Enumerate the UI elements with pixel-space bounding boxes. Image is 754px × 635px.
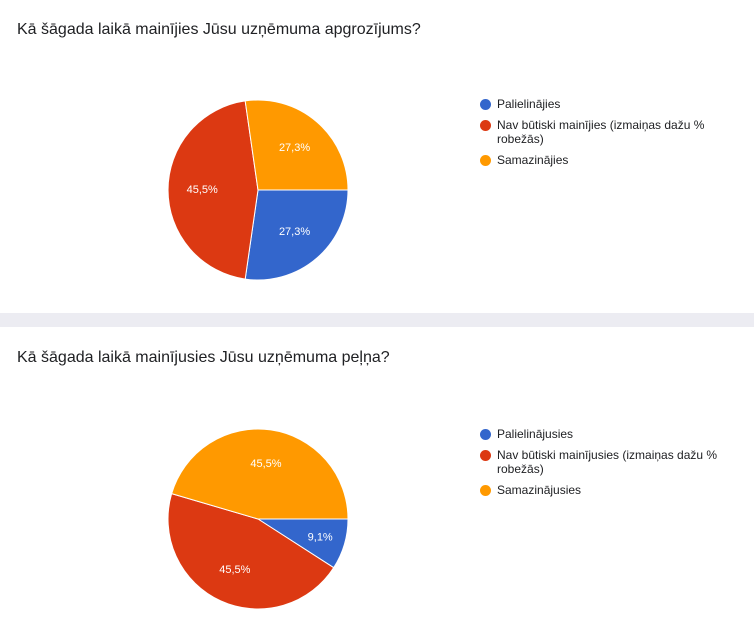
legend-swatch (480, 429, 491, 440)
legend: Palielinājusies Nav būtiski mainījusies … (480, 427, 720, 504)
legend-item-increased[interactable]: Palielinājies (480, 97, 720, 111)
slice-value-label: 27,3% (279, 226, 310, 238)
pie-slice-3[interactable] (244, 99, 349, 191)
slice-value-label: 45,5% (250, 458, 281, 470)
legend-swatch (480, 155, 491, 166)
legend-swatch (480, 99, 491, 110)
pie-chart-profit: 9,1% 45,5% 45,5% (167, 428, 349, 610)
question-title: Kā šāgada laikā mainījies Jūsu uzņēmuma … (17, 21, 421, 38)
legend-item-unchanged[interactable]: Nav būtiski mainījusies (izmaiņas dažu %… (480, 448, 720, 476)
question-card-turnover: Kā šāgada laikā mainījies Jūsu uzņēmuma … (0, 0, 754, 313)
legend-label: Palielinājusies (497, 427, 574, 441)
pie-slice-2[interactable] (167, 100, 259, 280)
legend-item-unchanged[interactable]: Nav būtiski mainījies (izmaiņas dažu % r… (480, 118, 720, 146)
legend-swatch (480, 450, 491, 461)
slice-value-label: 45,5% (219, 564, 250, 576)
legend-label: Nav būtiski mainījusies (izmaiņas dažu %… (497, 448, 718, 476)
legend-label: Samazinājusies (497, 483, 582, 497)
legend-item-increased[interactable]: Palielinājusies (480, 427, 720, 441)
question-card-profit: Kā šāgada laikā mainījusies Jūsu uzņēmum… (0, 327, 754, 635)
legend-swatch (480, 120, 491, 131)
slice-value-label: 9,1% (308, 531, 333, 543)
legend-item-decreased[interactable]: Samazinājusies (480, 483, 720, 497)
pie-slice-3[interactable] (171, 428, 349, 520)
slice-value-label: 27,3% (279, 142, 310, 154)
pie-chart-turnover: 27,3% 45,5% 27,3% (167, 99, 349, 281)
legend-label: Palielinājies (497, 97, 561, 111)
legend: Palielinājies Nav būtiski mainījies (izm… (480, 97, 720, 174)
legend-swatch (480, 485, 491, 496)
legend-item-decreased[interactable]: Samazinājies (480, 153, 720, 167)
legend-label: Nav būtiski mainījies (izmaiņas dažu % r… (497, 118, 705, 146)
slice-value-label: 45,5% (187, 184, 218, 196)
question-title: Kā šāgada laikā mainījusies Jūsu uzņēmum… (17, 349, 390, 366)
pie-slice-2[interactable] (167, 493, 335, 610)
pie-slice-1[interactable] (244, 189, 349, 281)
legend-label: Samazinājies (497, 153, 569, 167)
